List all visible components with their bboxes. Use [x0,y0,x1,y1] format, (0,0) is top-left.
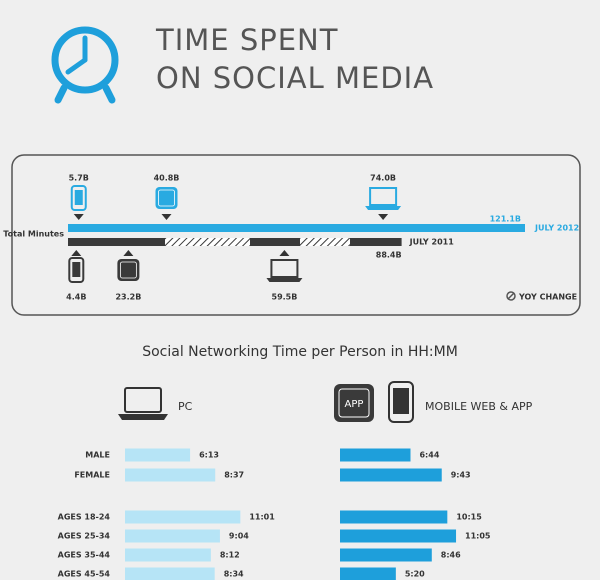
value-label: 6:44 [419,451,439,460]
bar [340,448,411,462]
category-label: AGES 45-54 [58,570,111,579]
bar [125,529,220,543]
value-label: 40.8B [154,174,180,183]
bar [340,468,442,482]
bar [340,548,432,562]
value-label: 23.2B [115,293,141,302]
category-label: FEMALE [74,471,110,480]
phone-icon [388,381,414,423]
value-label: 8:34 [224,570,244,579]
marker [161,214,172,220]
bar [340,510,448,524]
svg-text:APP: APP [345,399,364,410]
phone-body [68,257,85,283]
marker [279,250,290,256]
value-label: 4.4B [66,293,86,302]
phone-screen [74,190,83,205]
marker [73,214,84,220]
clock-icon [51,26,119,104]
value-label: 74.0B [370,174,396,183]
bar [125,468,216,482]
value-label: 6:13 [199,451,219,460]
bar [340,567,396,580]
marker [123,250,134,256]
value-label: 10:15 [456,513,482,522]
app-inner [158,189,175,207]
series-header: MOBILE WEB & APP [425,400,533,413]
bar [125,548,211,562]
hatch [300,238,350,246]
category-label: AGES 18-24 [58,513,111,522]
value-label: 59.5B [272,293,298,302]
laptop-icon [266,259,303,282]
total-label: 121.1B [490,215,521,224]
hatch [165,238,250,246]
app-body [155,187,178,209]
value-label: 9:43 [451,471,471,480]
phone-icon [68,257,85,283]
app-inner [119,261,137,279]
title-line: ON SOCIAL MEDIA [156,61,434,95]
bar [125,448,191,462]
series-label: JULY 2011 [409,238,455,247]
app-body [117,259,140,281]
value-label: 8:37 [224,471,244,480]
value-label: 11:05 [465,532,491,541]
category-label: AGES 35-44 [58,551,111,560]
legend-label: YOY CHANGE [518,293,577,302]
laptop-icon [365,187,402,210]
bar [340,529,457,543]
phone-icon [70,185,87,211]
bar [125,567,215,580]
series-header: PC [178,400,193,413]
value-label: 11:01 [249,513,275,522]
marker [378,214,389,220]
bar [125,510,241,524]
laptop-screen [369,187,398,206]
marker [71,250,82,256]
laptop-screen [270,259,299,278]
value-label: 8:46 [441,551,461,560]
category-label: MALE [85,451,110,460]
axis-label: Total Minutes [3,230,64,239]
value-label: 9:04 [229,532,249,541]
phone-body [70,185,87,211]
app-icon [117,259,140,281]
panel [11,154,581,316]
series-label: JULY 2012 [534,224,579,233]
app-icon: APP [334,384,374,422]
total-label: 88.4B [376,251,402,260]
laptop-icon [118,387,168,420]
value-label: 5.7B [69,174,89,183]
value-label: 8:12 [220,551,240,560]
title-line: TIME SPENT [155,23,338,57]
category-label: AGES 25-34 [58,532,111,541]
phone-screen [72,262,81,277]
laptop-base [266,278,303,282]
legend: YOY CHANGE [506,291,577,302]
app-icon [155,187,178,209]
chart-title: Social Networking Time per Person in HH:… [142,344,458,360]
total-bar [68,224,525,232]
laptop-base [365,206,402,210]
value-label: 5:20 [405,570,425,579]
